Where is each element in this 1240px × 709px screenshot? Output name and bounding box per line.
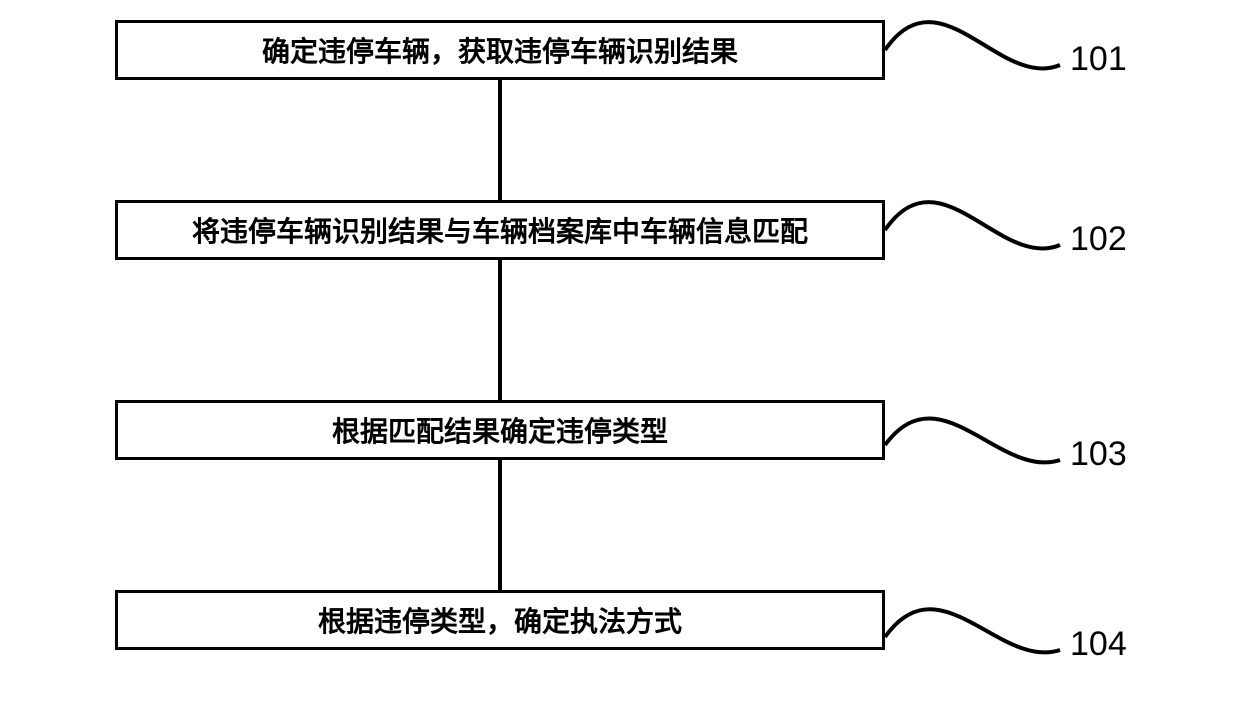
flowchart-canvas: 确定违停车辆，获取违停车辆识别结果101将违停车辆识别结果与车辆档案库中车辆信息… [0,0,1240,709]
leader-curve-104 [0,0,1240,709]
